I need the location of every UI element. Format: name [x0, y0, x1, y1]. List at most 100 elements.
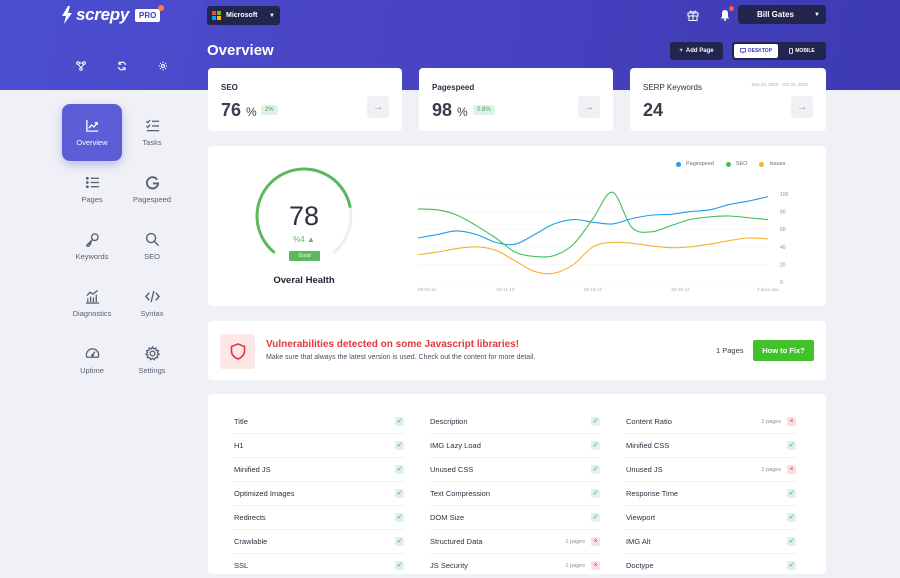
logo-text: screpy: [76, 5, 130, 24]
gift-icon[interactable]: [686, 8, 700, 22]
legend-item-pagespeed[interactable]: Pagespeed: [676, 161, 714, 167]
settings-icon[interactable]: [158, 58, 168, 76]
checks-grid: Title ✓ Description ✓ Content Ratio 1 pages × H…: [234, 410, 808, 578]
check-row[interactable]: Optimized Images ✓: [234, 482, 404, 506]
check-row[interactable]: H1 ✓: [234, 434, 404, 458]
sidebar-item-tasks[interactable]: Tasks: [122, 104, 182, 161]
check-row[interactable]: SSL ✓: [234, 554, 404, 578]
pagespeed-card: Pagespeed 98 % 0.8% →: [419, 68, 613, 131]
check-label: Redirects: [234, 513, 266, 522]
add-page-button[interactable]: + Add Page: [670, 42, 723, 60]
check-pass-icon: ✓: [591, 489, 600, 498]
legend-dot: [676, 161, 681, 167]
arrow-right-icon: →: [373, 101, 383, 113]
chart-legend: Pagespeed SEO Issues: [676, 161, 785, 167]
alert-description: Make sure that always the latest version…: [266, 354, 536, 361]
diagnostics-icon: [85, 289, 99, 304]
alert-title: Vulnerabilities detected on some Javascr…: [266, 339, 520, 350]
check-pages-count[interactable]: 1 pages: [761, 418, 781, 425]
check-pass-icon: ✓: [591, 417, 600, 426]
check-row[interactable]: JS Security 1 pages ×: [430, 554, 600, 578]
mobile-toggle[interactable]: MOBILE: [780, 44, 824, 58]
check-row[interactable]: Redirects ✓: [234, 506, 404, 530]
check-pages-count[interactable]: 1 pages: [565, 562, 585, 569]
check-row[interactable]: DOM Size ✓: [430, 506, 600, 530]
sitemap-icon[interactable]: [76, 58, 86, 76]
domain-name: Microsoft: [226, 12, 258, 19]
health-chart-card: 78 %4 ▲ Good Overal Health Pagespeed SEO…: [208, 146, 826, 306]
check-fail-icon: ×: [591, 537, 600, 546]
sidebar-item-overview[interactable]: Overview: [62, 104, 122, 161]
check-row[interactable]: Text Compression ✓: [430, 482, 600, 506]
arrow-right-icon: →: [797, 101, 807, 113]
check-pass-icon: ✓: [787, 489, 796, 498]
user-menu[interactable]: Bill Gates ▼: [738, 5, 826, 24]
pagespeed-open-button[interactable]: →: [578, 96, 600, 118]
code-icon: [144, 290, 160, 303]
sidebar-item-diagnostics[interactable]: Diagnostics: [62, 275, 122, 332]
speedometer-icon: [85, 348, 99, 358]
check-row[interactable]: Description ✓: [430, 410, 600, 434]
check-pages-count[interactable]: 1 pages: [761, 466, 781, 473]
sidebar-item-keywords[interactable]: Keywords: [62, 218, 122, 275]
check-fail-icon: ×: [591, 561, 600, 570]
pro-badge: PRO: [135, 4, 165, 22]
check-row[interactable]: Crawlable ✓: [234, 530, 404, 554]
series-line-pagespeed: [417, 196, 769, 246]
chevron-down-icon: ▼: [814, 11, 820, 18]
check-label: Minified JS: [234, 465, 271, 474]
check-row[interactable]: IMG Lazy Load ✓: [430, 434, 600, 458]
how-to-fix-button[interactable]: How to Fix?: [753, 340, 814, 361]
check-label: Unused JS: [626, 465, 663, 474]
desktop-toggle[interactable]: DESKTOP: [734, 44, 778, 58]
check-row[interactable]: IMG Alt ✓: [626, 530, 796, 554]
sidebar-item-syntax[interactable]: Syntax: [122, 275, 182, 332]
sidebar-item-pages[interactable]: Pages: [62, 161, 122, 218]
legend-item-seo[interactable]: SEO: [725, 161, 747, 167]
alert-pages-count[interactable]: 1 Pages: [716, 346, 744, 355]
refresh-icon[interactable]: [117, 58, 127, 76]
check-row[interactable]: Structured Data 1 pages ×: [430, 530, 600, 554]
x-tick-label: 03-04-12: [418, 287, 437, 291]
check-row[interactable]: Title ✓: [234, 410, 404, 434]
serp-card: SERP Keywords Sep 20, 2020 - Oct 22, 202…: [630, 68, 826, 131]
pagespeed-label: Pagespeed: [432, 83, 475, 92]
user-name: Bill Gates: [757, 10, 794, 19]
vulnerability-alert: Vulnerabilities detected on some Javascr…: [208, 321, 826, 380]
check-row[interactable]: Viewport ✓: [626, 506, 796, 530]
y-tick-label: 20: [780, 262, 786, 268]
check-pass-icon: ✓: [395, 537, 404, 546]
serp-open-button[interactable]: →: [791, 96, 813, 118]
check-label: Optimized Images: [234, 489, 295, 498]
sidebar-item-uptime[interactable]: Uptime: [62, 332, 122, 389]
legend-dot: [725, 161, 731, 167]
tasks-icon: [145, 119, 159, 132]
check-row[interactable]: Response Time ✓: [626, 482, 796, 506]
y-tick-label: 40: [780, 245, 786, 251]
check-row[interactable]: Content Ratio 1 pages ×: [626, 410, 796, 434]
sidebar-item-seo[interactable]: SEO: [122, 218, 182, 275]
check-label: Viewport: [626, 513, 656, 522]
google-icon: [145, 176, 159, 190]
health-status-badge: Good: [289, 251, 320, 261]
sidebar-item-settings[interactable]: Settings: [122, 332, 182, 389]
logo[interactable]: screpy PRO: [61, 4, 165, 25]
check-row[interactable]: Unused JS 1 pages ×: [626, 458, 796, 482]
sidebar-item-pagespeed[interactable]: Pagespeed: [122, 161, 182, 218]
legend-item-issues[interactable]: Issues: [759, 161, 785, 167]
check-row[interactable]: Minified CSS ✓: [626, 434, 796, 458]
notification-bell-icon[interactable]: [718, 6, 734, 22]
key-icon: [85, 233, 99, 247]
check-row[interactable]: Minified JS ✓: [234, 458, 404, 482]
check-pass-icon: ✓: [591, 441, 600, 450]
check-pass-icon: ✓: [591, 513, 600, 522]
check-row[interactable]: Unused CSS ✓: [430, 458, 600, 482]
check-pages-count[interactable]: 1 pages: [565, 538, 585, 545]
domain-selector[interactable]: Microsoft ▼: [207, 6, 280, 25]
seo-open-button[interactable]: →: [367, 96, 389, 118]
health-delta: %4 ▲: [293, 235, 315, 244]
check-pass-icon: ✓: [395, 489, 404, 498]
device-toggle: DESKTOP MOBILE: [732, 42, 826, 60]
microsoft-logo-icon: [212, 11, 221, 20]
check-row[interactable]: Doctype ✓: [626, 554, 796, 578]
